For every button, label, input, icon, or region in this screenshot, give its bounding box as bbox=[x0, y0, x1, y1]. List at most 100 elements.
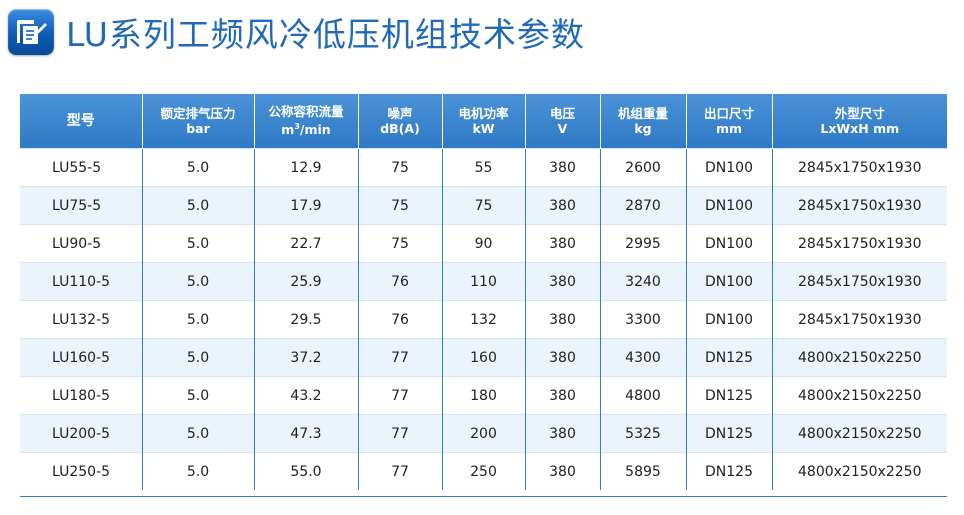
cell-rated-pressure: 5.0 bbox=[141, 224, 254, 263]
table-header-row: 型号 额定排气压力 bar 公称容积流量 m3/min 噪声 dB(A) 电机功率 kW 电压 V 机… bbox=[20, 94, 947, 149]
column-header-unit: V bbox=[557, 121, 568, 136]
spec-table: 型号 额定排气压力 bar 公称容积流量 m3/min 噪声 dB(A) 电机功率 kW 电压 V 机… bbox=[20, 94, 947, 490]
cell-flow-rate: 29.5 bbox=[253, 300, 358, 339]
cell-model: LU132-5 bbox=[20, 300, 142, 339]
cell-noise: 77 bbox=[357, 414, 442, 453]
cell-noise: 75 bbox=[357, 186, 442, 225]
cell-voltage: 380 bbox=[524, 452, 600, 490]
column-header-label: 电机功率 bbox=[458, 106, 509, 121]
cell-dimensions: 2845x1750x1930 bbox=[771, 224, 947, 263]
cell-rated-pressure: 5.0 bbox=[141, 452, 254, 490]
cell-weight: 4800 bbox=[599, 376, 686, 415]
column-header-rated-pressure: 额定排气压力 bar bbox=[141, 94, 254, 149]
column-header-label: 公称容积流量 bbox=[268, 104, 344, 120]
cell-motor-power: 132 bbox=[441, 300, 525, 339]
cell-flow-rate: 55.0 bbox=[253, 452, 358, 490]
table-row: LU200-5 5.0 47.3 77 200 380 5325 DN125 4800x2150… bbox=[20, 414, 947, 453]
cell-outlet-size: DN100 bbox=[685, 186, 772, 225]
cell-outlet-size: DN125 bbox=[685, 452, 772, 490]
cell-rated-pressure: 5.0 bbox=[141, 186, 254, 225]
column-header-unit: kW bbox=[472, 121, 495, 136]
cell-flow-rate: 25.9 bbox=[253, 262, 358, 301]
cell-outlet-size: DN100 bbox=[685, 300, 772, 339]
cell-model: LU55-5 bbox=[20, 148, 142, 187]
column-header-weight: 机组重量 kg bbox=[599, 94, 686, 149]
column-header-label: 出口尺寸 bbox=[703, 106, 754, 121]
cell-noise: 76 bbox=[357, 262, 442, 301]
cell-voltage: 380 bbox=[524, 148, 600, 187]
cell-weight: 3300 bbox=[599, 300, 686, 339]
cell-model: LU75-5 bbox=[20, 186, 142, 225]
column-header-noise: 噪声 dB(A) bbox=[357, 94, 442, 149]
cell-weight: 2600 bbox=[599, 148, 686, 187]
cell-outlet-size: DN125 bbox=[685, 338, 772, 377]
cell-motor-power: 160 bbox=[441, 338, 525, 377]
cell-flow-rate: 12.9 bbox=[253, 148, 358, 187]
cell-voltage: 380 bbox=[524, 414, 600, 453]
column-header-voltage: 电压 V bbox=[524, 94, 600, 149]
cell-motor-power: 110 bbox=[441, 262, 525, 301]
cell-weight: 4300 bbox=[599, 338, 686, 377]
cell-motor-power: 75 bbox=[441, 186, 525, 225]
column-header-unit: mm bbox=[715, 121, 743, 136]
unit-superscript: 3 bbox=[294, 122, 300, 132]
cell-noise: 75 bbox=[357, 148, 442, 187]
cell-flow-rate: 43.2 bbox=[253, 376, 358, 415]
cell-dimensions: 4800x2150x2250 bbox=[771, 414, 947, 453]
column-header-outlet-size: 出口尺寸 mm bbox=[685, 94, 772, 149]
table-body: LU55-5 5.0 12.9 75 55 380 2600 DN100 2845x1750x1… bbox=[20, 148, 947, 490]
table-row: LU55-5 5.0 12.9 75 55 380 2600 DN100 2845x1750x1… bbox=[20, 148, 947, 187]
table-row: LU75-5 5.0 17.9 75 75 380 2870 DN100 2845x1750x1… bbox=[20, 186, 947, 225]
cell-model: LU90-5 bbox=[20, 224, 142, 263]
unit-part: /min bbox=[299, 122, 331, 138]
cell-voltage: 380 bbox=[524, 262, 600, 301]
cell-voltage: 380 bbox=[524, 338, 600, 377]
cell-voltage: 380 bbox=[524, 300, 600, 339]
cell-outlet-size: DN125 bbox=[685, 376, 772, 415]
cell-dimensions: 2845x1750x1930 bbox=[771, 148, 947, 187]
cell-flow-rate: 47.3 bbox=[253, 414, 358, 453]
unit-part: m bbox=[281, 122, 295, 138]
document-pen-icon bbox=[8, 9, 54, 55]
column-header-motor-power: 电机功率 kW bbox=[441, 94, 525, 149]
cell-dimensions: 2845x1750x1930 bbox=[771, 262, 947, 301]
cell-motor-power: 90 bbox=[441, 224, 525, 263]
column-header-unit: m3/min bbox=[255, 119, 358, 137]
title-bar: LU系列工频风冷低压机组技术参数 bbox=[8, 6, 585, 58]
cell-voltage: 380 bbox=[524, 186, 600, 225]
column-header-label: 噪声 bbox=[387, 106, 413, 121]
cell-outlet-size: DN100 bbox=[685, 224, 772, 263]
cell-outlet-size: DN125 bbox=[685, 414, 772, 453]
column-header-unit: LxWxH mm bbox=[820, 121, 900, 136]
cell-dimensions: 4800x2150x2250 bbox=[771, 376, 947, 415]
cell-weight: 5325 bbox=[599, 414, 686, 453]
cell-weight: 2870 bbox=[599, 186, 686, 225]
cell-noise: 75 bbox=[357, 224, 442, 263]
cell-flow-rate: 37.2 bbox=[253, 338, 358, 377]
column-header-label: 电压 bbox=[549, 106, 575, 121]
cell-weight: 2995 bbox=[599, 224, 686, 263]
cell-flow-rate: 22.7 bbox=[253, 224, 358, 263]
column-header-unit: bar bbox=[186, 121, 210, 136]
cell-rated-pressure: 5.0 bbox=[141, 262, 254, 301]
cell-noise: 77 bbox=[357, 452, 442, 490]
table-row: LU132-5 5.0 29.5 76 132 380 3300 DN100 2845x1750… bbox=[20, 300, 947, 339]
table-row: LU180-5 5.0 43.2 77 180 380 4800 DN125 4800x2150… bbox=[20, 376, 947, 415]
cell-outlet-size: DN100 bbox=[685, 148, 772, 187]
column-header-model: 型号 bbox=[20, 94, 142, 149]
cell-outlet-size: DN100 bbox=[685, 262, 772, 301]
column-header-label: 型号 bbox=[66, 112, 95, 129]
cell-weight: 3240 bbox=[599, 262, 686, 301]
spec-table-container: 型号 额定排气压力 bar 公称容积流量 m3/min 噪声 dB(A) 电机功率 kW 电压 V 机… bbox=[20, 94, 947, 497]
cell-rated-pressure: 5.0 bbox=[141, 300, 254, 339]
table-row: LU90-5 5.0 22.7 75 90 380 2995 DN100 2845x1750x1… bbox=[20, 224, 947, 263]
cell-rated-pressure: 5.0 bbox=[141, 376, 254, 415]
page-title: LU系列工频风冷低压机组技术参数 bbox=[66, 15, 585, 54]
cell-motor-power: 200 bbox=[441, 414, 525, 453]
column-header-label: 外型尺寸 bbox=[834, 106, 885, 121]
cell-flow-rate: 17.9 bbox=[253, 186, 358, 225]
cell-motor-power: 250 bbox=[441, 452, 525, 490]
cell-model: LU180-5 bbox=[20, 376, 142, 415]
cell-model: LU200-5 bbox=[20, 414, 142, 453]
cell-dimensions: 4800x2150x2250 bbox=[771, 452, 947, 490]
